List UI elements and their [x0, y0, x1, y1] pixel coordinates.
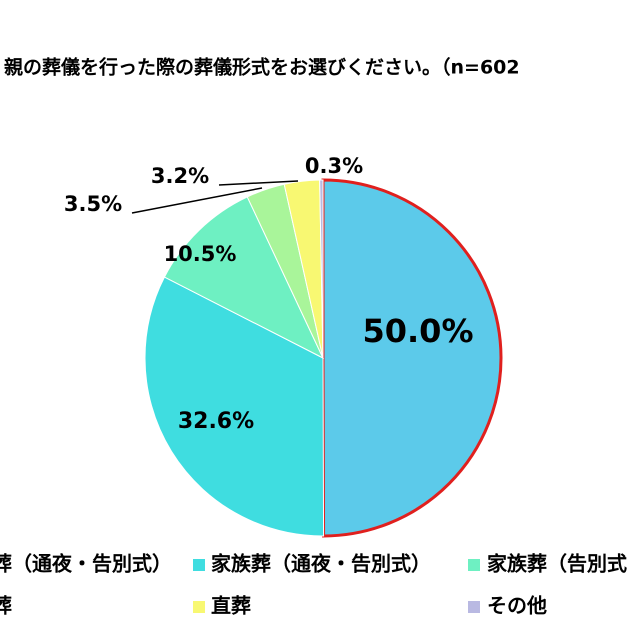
legend-label: 葬（通夜・告別式）: [0, 552, 172, 576]
pie-slice: [319, 179, 324, 359]
leader-line: [218, 180, 299, 186]
legend-marker: [193, 559, 205, 571]
legend-label: 葬: [0, 594, 12, 618]
legend-label: その他: [487, 594, 547, 618]
pie-slice: [163, 196, 325, 360]
legend-label: 直葬: [211, 594, 251, 618]
data-label: 0.3%: [305, 154, 363, 178]
pie-slice: [321, 178, 503, 538]
data-label: 32.6%: [178, 409, 254, 434]
leader-line: [131, 187, 263, 214]
data-label: 3.2%: [151, 164, 209, 188]
data-label: 10.5%: [164, 242, 237, 266]
legend-label: 家族葬（通夜・告別式）: [211, 552, 431, 576]
legend-marker: [468, 601, 480, 613]
data-label: 3.5%: [64, 192, 122, 216]
legend-marker: [468, 559, 480, 571]
legend-label: 家族葬（告別式: [487, 552, 627, 576]
legend-marker: [193, 601, 205, 613]
data-label: 50.0%: [362, 312, 473, 350]
chart-title: 親の葬儀を行った際の葬儀形式をお選びください。（n=602: [4, 56, 520, 79]
pie-slice: [144, 276, 325, 537]
